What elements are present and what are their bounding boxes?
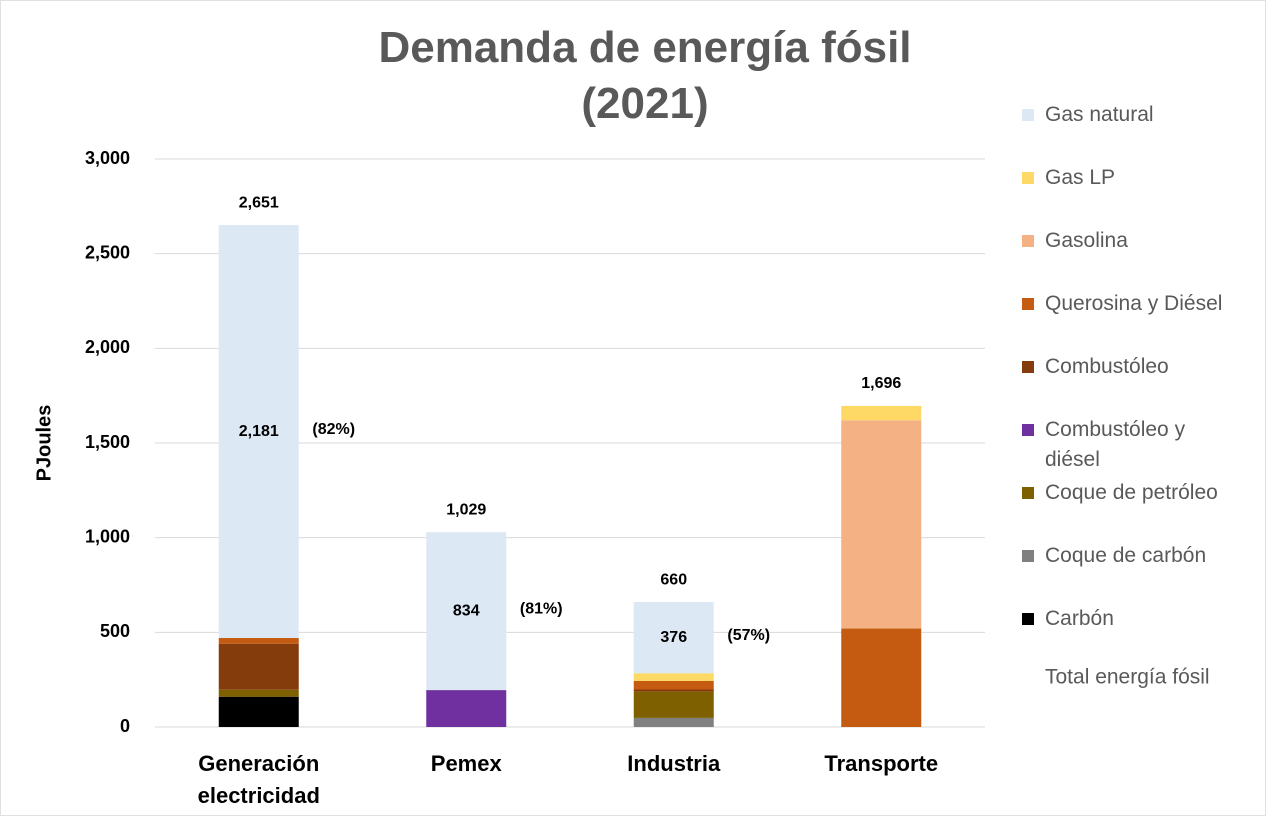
legend-label: Querosina y Diésel bbox=[1045, 292, 1222, 315]
legend-swatch bbox=[1022, 550, 1034, 562]
x-tick-label: Industria bbox=[627, 751, 721, 776]
x-tick-label: Generación electricidad bbox=[198, 751, 320, 808]
legend-label: Coque de petróleo bbox=[1045, 481, 1218, 504]
bar-segment bbox=[633, 689, 714, 692]
x-tick-label: Pemex bbox=[431, 751, 503, 776]
bar-segment bbox=[633, 717, 714, 727]
segment-label: 834 bbox=[453, 602, 480, 619]
bar-segment bbox=[218, 638, 299, 644]
legend-label: Coque de carbón bbox=[1045, 544, 1206, 567]
legend-swatch bbox=[1022, 424, 1034, 436]
legend-label: Combustóleo bbox=[1045, 355, 1169, 378]
segment-label: 376 bbox=[660, 629, 687, 646]
bar-segment bbox=[841, 628, 922, 727]
legend-swatch bbox=[1022, 613, 1034, 625]
chart-title: Demanda de energía fósil (2021) bbox=[378, 23, 911, 128]
bar-segment bbox=[633, 602, 714, 674]
bar-segment bbox=[633, 680, 714, 690]
share-label: (57%) bbox=[727, 627, 770, 644]
bar-segment bbox=[633, 691, 714, 718]
segment-label: 2,181 bbox=[239, 423, 279, 440]
y-tick-label: 500 bbox=[100, 621, 130, 641]
bar-segment bbox=[218, 643, 299, 690]
bar-segment bbox=[218, 225, 299, 639]
total-label: 1,029 bbox=[446, 501, 486, 518]
legend-swatch bbox=[1022, 109, 1034, 121]
bar-segment bbox=[218, 696, 299, 727]
bar-segment bbox=[426, 690, 507, 727]
bar-segment bbox=[218, 689, 299, 697]
bar-segment bbox=[426, 532, 507, 691]
y-tick-label: 2,500 bbox=[85, 242, 130, 262]
legend-label: Gas natural bbox=[1045, 103, 1154, 126]
legend-swatch bbox=[1022, 235, 1034, 247]
total-label: 2,651 bbox=[239, 194, 279, 211]
total-label: 1,696 bbox=[861, 375, 901, 392]
y-tick-label: 0 bbox=[120, 716, 130, 736]
legend-label: Total energía fósil bbox=[1045, 666, 1210, 689]
y-tick-label: 1,000 bbox=[85, 526, 130, 546]
legend-swatch bbox=[1022, 298, 1034, 310]
legend-label: Gas LP bbox=[1045, 166, 1115, 189]
legend-label: Combustóleo y diésel bbox=[1045, 418, 1186, 471]
bar-segment bbox=[633, 673, 714, 681]
share-label: (81%) bbox=[520, 600, 563, 617]
legend-swatch bbox=[1022, 172, 1034, 184]
y-tick-label: 3,000 bbox=[85, 148, 130, 168]
y-tick-label: 1,500 bbox=[85, 432, 130, 452]
y-tick-label: 2,000 bbox=[85, 337, 130, 357]
legend-label: Gasolina bbox=[1045, 229, 1128, 252]
total-label: 660 bbox=[660, 571, 687, 588]
bar-segment bbox=[841, 405, 922, 421]
legend-swatch bbox=[1022, 361, 1034, 373]
share-label: (82%) bbox=[312, 421, 355, 438]
x-tick-label: Transporte bbox=[824, 751, 938, 776]
y-axis-label: PJoules bbox=[33, 405, 55, 482]
legend-label: Carbón bbox=[1045, 607, 1114, 630]
bar-segment bbox=[841, 420, 922, 629]
legend-swatch bbox=[1022, 487, 1034, 499]
